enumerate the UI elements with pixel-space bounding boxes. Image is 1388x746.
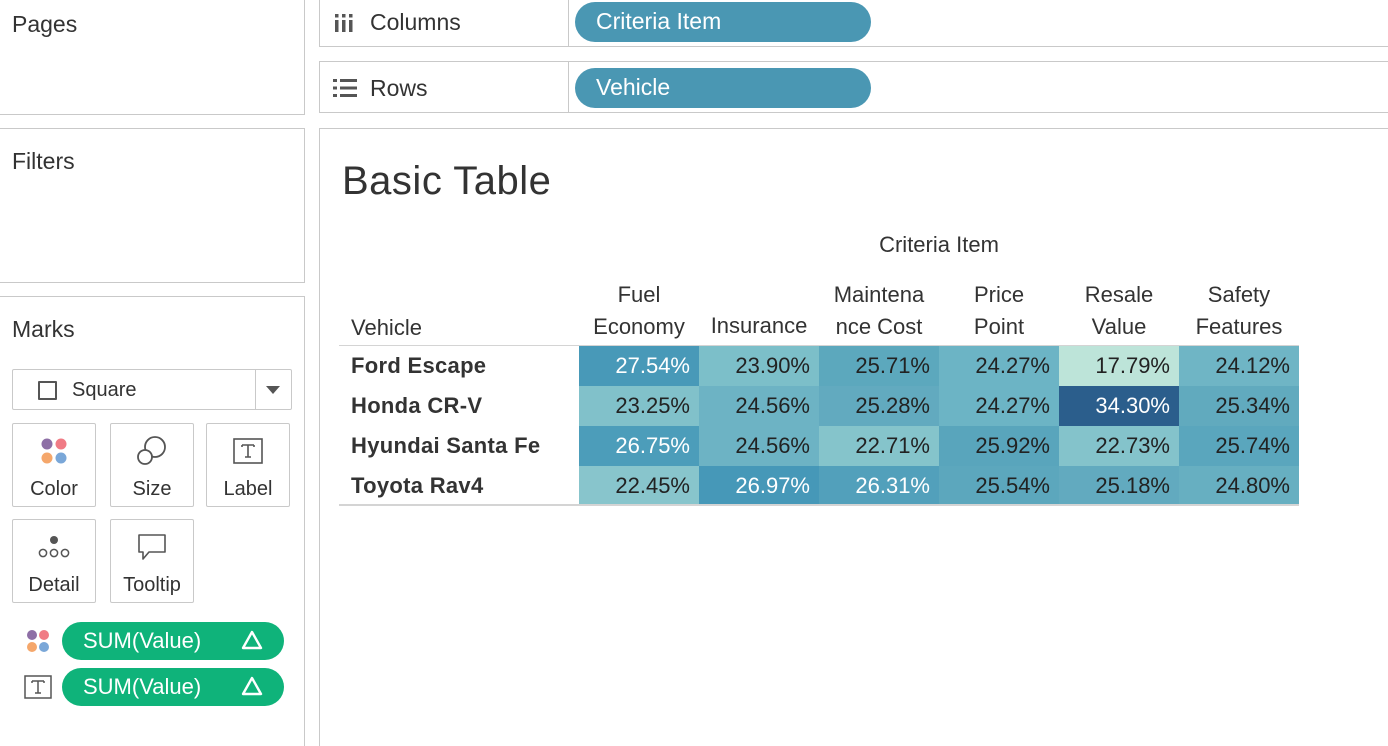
detail-label: Detail <box>28 574 80 596</box>
pages-title: Pages <box>12 11 78 37</box>
column-header-line1: Safety <box>1207 282 1271 307</box>
column-header-safety-features[interactable]: Safety Features <box>1179 279 1299 343</box>
column-header-line1: Price <box>973 282 1025 307</box>
label-label: Label <box>223 478 273 500</box>
heatmap-cell[interactable]: 25.54% <box>939 466 1059 506</box>
pill-label: SUM(Value) <box>83 628 202 653</box>
column-header-line1: Fuel <box>617 282 661 307</box>
detail-icon <box>13 532 95 562</box>
heatmap-cell[interactable]: 24.27% <box>939 386 1059 426</box>
size-label: Size <box>132 478 172 500</box>
row-label[interactable]: Hyundai Santa Fe <box>351 433 541 458</box>
columns-icon <box>332 11 356 40</box>
heatmap-cell[interactable]: 22.73% <box>1059 426 1179 466</box>
text-encoding-icon[interactable] <box>24 674 52 700</box>
mark-type-dropdown[interactable]: Square <box>12 369 292 410</box>
column-header-line2: Features <box>1195 314 1283 339</box>
delta-icon <box>241 676 263 702</box>
heatmap-cell[interactable]: 26.75% <box>579 426 699 466</box>
header-divider <box>339 345 1299 346</box>
heatmap-cell[interactable]: 25.28% <box>819 386 939 426</box>
pages-card[interactable]: Pages <box>0 0 305 115</box>
column-header-fuel-economy[interactable]: Fuel Economy <box>579 279 699 343</box>
criteria-item-pill[interactable]: Criteria Item <box>575 2 871 42</box>
tooltip-button[interactable]: Tooltip <box>110 519 194 603</box>
heatmap-cell[interactable]: 24.56% <box>699 386 819 426</box>
chevron-down-icon[interactable] <box>266 386 280 394</box>
dropdown-divider <box>255 370 256 409</box>
column-header-line2: Value <box>1091 314 1147 339</box>
color-button[interactable]: Color <box>12 423 96 507</box>
tooltip-label: Tooltip <box>123 574 181 596</box>
heatmap-cell[interactable]: 24.12% <box>1179 346 1299 386</box>
column-header-line2: nce Cost <box>835 314 923 339</box>
pill-label: Vehicle <box>596 74 671 100</box>
color-icon <box>13 436 95 466</box>
text-label-icon <box>207 436 289 466</box>
heatmap-cell[interactable]: 25.74% <box>1179 426 1299 466</box>
column-header-line2: Point <box>973 314 1025 339</box>
shelf-divider <box>568 62 569 112</box>
column-header-line1: Resale <box>1084 282 1154 307</box>
heatmap-cell[interactable]: 24.80% <box>1179 466 1299 506</box>
rows-shelf-label: Rows <box>370 75 428 101</box>
heatmap-cell[interactable]: 34.30% <box>1059 386 1179 426</box>
heatmap-cell[interactable]: 26.31% <box>819 466 939 506</box>
square-mark-icon <box>38 381 57 400</box>
marks-title: Marks <box>12 316 75 342</box>
columns-shelf-label: Columns <box>370 9 461 35</box>
column-header-line2: Insurance <box>710 313 808 338</box>
label-button[interactable]: Label <box>206 423 290 507</box>
row-header[interactable]: Vehicle <box>351 315 422 340</box>
shelf-divider <box>568 0 569 46</box>
detail-button[interactable]: Detail <box>12 519 96 603</box>
marks-card: Marks Square Color Size <box>0 296 305 746</box>
delta-icon <box>241 630 263 656</box>
sum-value-label-pill[interactable]: SUM(Value) <box>62 668 284 706</box>
heatmap-cell[interactable]: 25.92% <box>939 426 1059 466</box>
view-title: Basic Table <box>342 159 552 203</box>
tooltip-icon <box>111 532 193 562</box>
filters-title: Filters <box>12 148 75 174</box>
heatmap-cell[interactable]: 22.45% <box>579 466 699 506</box>
row-label[interactable]: Ford Escape <box>351 353 487 378</box>
heatmap-cell[interactable]: 24.27% <box>939 346 1059 386</box>
color-label: Color <box>30 478 78 500</box>
table-bottom-border <box>339 504 1299 506</box>
column-group-header[interactable]: Criteria Item <box>879 232 999 257</box>
size-button[interactable]: Size <box>110 423 194 507</box>
heatmap-cell[interactable]: 17.79% <box>1059 346 1179 386</box>
column-header-price-point[interactable]: Price Point <box>939 279 1059 343</box>
heatmap-cell[interactable]: 27.54% <box>579 346 699 386</box>
heatmap-cell[interactable]: 23.90% <box>699 346 819 386</box>
view-canvas[interactable]: Basic Table Criteria Item Vehicle Fuel Ec… <box>319 128 1388 746</box>
heatmap-cell[interactable]: 25.18% <box>1059 466 1179 506</box>
mark-type-label: Square <box>72 379 137 401</box>
color-encoding-icon[interactable] <box>24 628 52 654</box>
filters-card[interactable]: Filters <box>0 128 305 283</box>
column-header-insurance[interactable]: Insurance <box>699 279 819 343</box>
row-label[interactable]: Toyota Rav4 <box>351 473 484 498</box>
pill-label: SUM(Value) <box>83 674 202 699</box>
heatmap-cell[interactable]: 26.97% <box>699 466 819 506</box>
columns-shelf[interactable]: Columns Criteria Item <box>319 0 1388 47</box>
column-header-line1: Maintena <box>833 282 925 307</box>
heatmap-cell[interactable]: 25.34% <box>1179 386 1299 426</box>
heatmap-cell[interactable]: 23.25% <box>579 386 699 426</box>
rows-shelf[interactable]: Rows Vehicle <box>319 61 1388 113</box>
heatmap-cell[interactable]: 25.71% <box>819 346 939 386</box>
sum-value-color-pill[interactable]: SUM(Value) <box>62 622 284 660</box>
column-header-resale-value[interactable]: Resale Value <box>1059 279 1179 343</box>
heatmap-cell[interactable]: 22.71% <box>819 426 939 466</box>
vehicle-pill[interactable]: Vehicle <box>575 68 871 108</box>
pill-label: Criteria Item <box>596 8 722 34</box>
row-label[interactable]: Honda CR-V <box>351 393 483 418</box>
rows-icon <box>332 77 358 104</box>
heatmap-cell[interactable]: 24.56% <box>699 426 819 466</box>
column-header-line2: Economy <box>593 314 685 339</box>
size-icon <box>111 436 193 466</box>
column-header-maintenance-cost[interactable]: Maintena nce Cost <box>819 279 939 343</box>
